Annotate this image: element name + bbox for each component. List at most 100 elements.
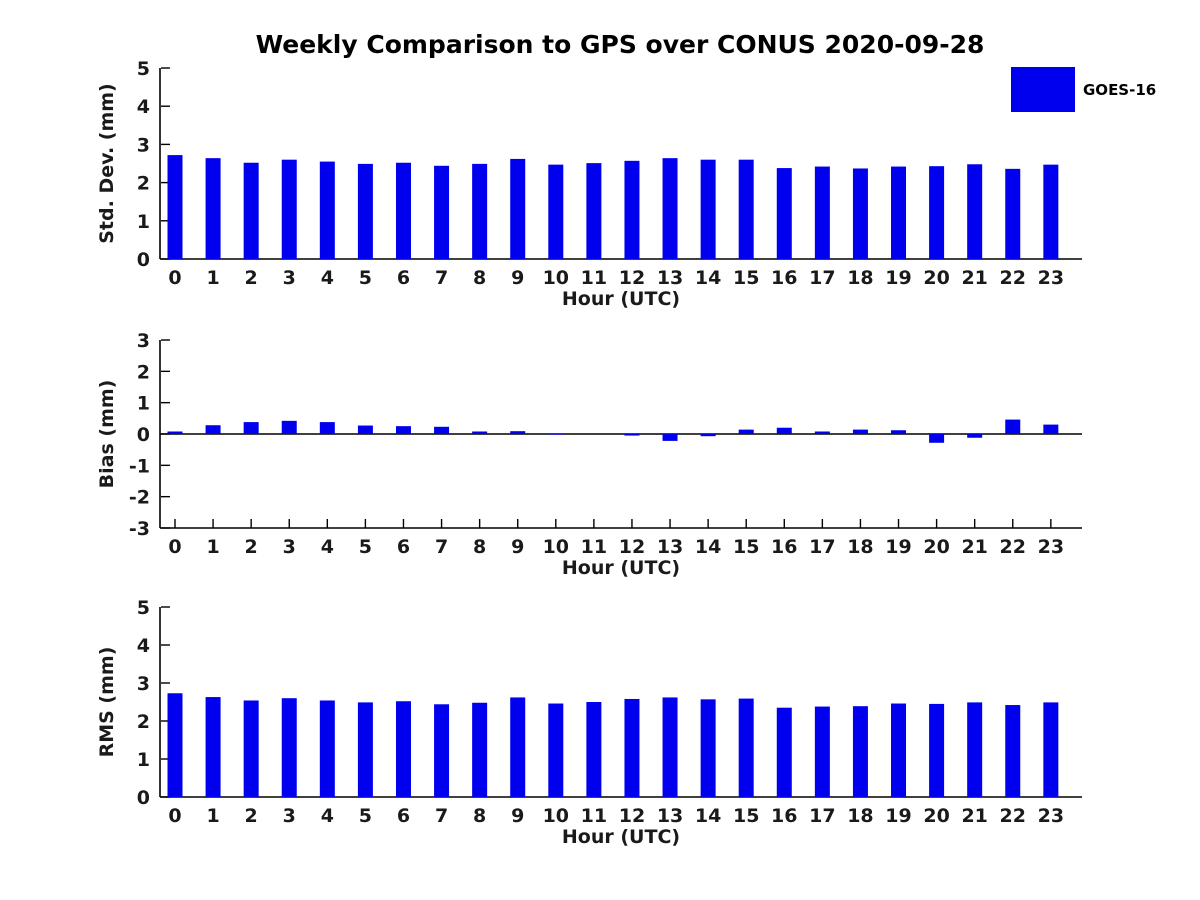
x-tick-label: 11 <box>581 267 607 289</box>
bar <box>243 162 259 259</box>
bar <box>624 160 640 259</box>
bar <box>472 431 488 434</box>
bar <box>967 434 983 438</box>
x-tick-label: 9 <box>511 536 524 558</box>
x-tick-label: 19 <box>885 805 911 827</box>
x-tick-label: 0 <box>168 536 181 558</box>
y-tick-label: 5 <box>137 58 150 80</box>
x-tick-label: 0 <box>168 805 181 827</box>
bar <box>319 422 335 434</box>
bar <box>167 693 183 797</box>
y-tick-label: 1 <box>137 749 150 771</box>
bar <box>243 422 259 434</box>
bar <box>738 159 754 259</box>
x-tick-label: 8 <box>473 536 486 558</box>
bar <box>395 162 411 259</box>
x-tick-label: 16 <box>771 267 797 289</box>
y-tick-label: 3 <box>137 673 150 695</box>
bar <box>852 706 868 797</box>
bar <box>548 703 564 797</box>
x-tick-label: 2 <box>245 267 258 289</box>
bar <box>434 426 450 434</box>
x-tick-label: 22 <box>1000 267 1026 289</box>
x-tick-label: 2 <box>245 536 258 558</box>
x-tick-label: 3 <box>283 805 296 827</box>
x-tick-label: 18 <box>847 536 873 558</box>
bar <box>624 698 640 797</box>
x-tick-label: 17 <box>809 536 835 558</box>
bar <box>929 703 945 797</box>
bar <box>319 700 335 797</box>
bar <box>776 427 792 434</box>
bar <box>776 707 792 797</box>
bar <box>357 702 373 797</box>
bar <box>167 431 183 434</box>
x-tick-label: 7 <box>435 536 448 558</box>
bar <box>662 697 678 797</box>
x-tick-label: 16 <box>771 805 797 827</box>
x-tick-label: 15 <box>733 536 759 558</box>
bar <box>929 434 945 443</box>
bar <box>1043 424 1059 434</box>
bar <box>1043 164 1059 259</box>
y-tick-label: 1 <box>137 211 150 233</box>
x-tick-label: 19 <box>885 536 911 558</box>
y-tick-label: 5 <box>137 597 150 619</box>
bar <box>700 159 716 259</box>
x-tick-label: 13 <box>657 805 683 827</box>
x-tick-label: 18 <box>847 267 873 289</box>
bar <box>548 164 564 259</box>
x-tick-label: 23 <box>1038 805 1064 827</box>
x-tick-label: 20 <box>923 536 949 558</box>
bar <box>548 434 564 435</box>
bar <box>700 434 716 437</box>
bar <box>205 158 221 259</box>
x-tick-label: 6 <box>397 267 410 289</box>
legend-swatch <box>1011 67 1075 112</box>
x-tick-label: 18 <box>847 805 873 827</box>
x-tick-label: 17 <box>809 805 835 827</box>
x-axis-label: Hour (UTC) <box>562 288 680 310</box>
y-tick-label: 0 <box>137 787 150 809</box>
figure-title: Weekly Comparison to GPS over CONUS 2020… <box>255 30 985 59</box>
bar <box>967 164 983 259</box>
x-tick-label: 10 <box>543 805 569 827</box>
x-tick-label: 21 <box>961 805 987 827</box>
x-tick-label: 10 <box>543 267 569 289</box>
bar <box>891 703 907 797</box>
bar <box>472 163 488 259</box>
x-tick-label: 8 <box>473 267 486 289</box>
x-tick-label: 2 <box>245 805 258 827</box>
bar <box>319 161 335 259</box>
x-tick-label: 5 <box>359 267 372 289</box>
bar <box>738 429 754 434</box>
bar <box>205 697 221 797</box>
bar <box>434 165 450 259</box>
x-tick-label: 4 <box>321 536 334 558</box>
x-tick-label: 15 <box>733 805 759 827</box>
x-tick-label: 11 <box>581 805 607 827</box>
x-tick-label: 5 <box>359 536 372 558</box>
bar <box>814 706 830 797</box>
x-tick-label: 13 <box>657 267 683 289</box>
bar <box>395 701 411 797</box>
x-tick-label: 4 <box>321 267 334 289</box>
x-tick-label: 8 <box>473 805 486 827</box>
y-tick-label: 4 <box>137 635 150 657</box>
bar <box>167 155 183 259</box>
x-tick-label: 22 <box>1000 536 1026 558</box>
x-tick-label: 3 <box>283 536 296 558</box>
bar <box>852 429 868 434</box>
bar <box>1005 705 1021 797</box>
bar <box>357 163 373 259</box>
bar <box>738 698 754 797</box>
x-tick-label: 14 <box>695 267 721 289</box>
x-tick-label: 19 <box>885 267 911 289</box>
bar <box>1043 702 1059 797</box>
y-tick-label: 3 <box>137 330 150 352</box>
y-tick-label: 0 <box>137 249 150 271</box>
x-tick-label: 11 <box>581 536 607 558</box>
